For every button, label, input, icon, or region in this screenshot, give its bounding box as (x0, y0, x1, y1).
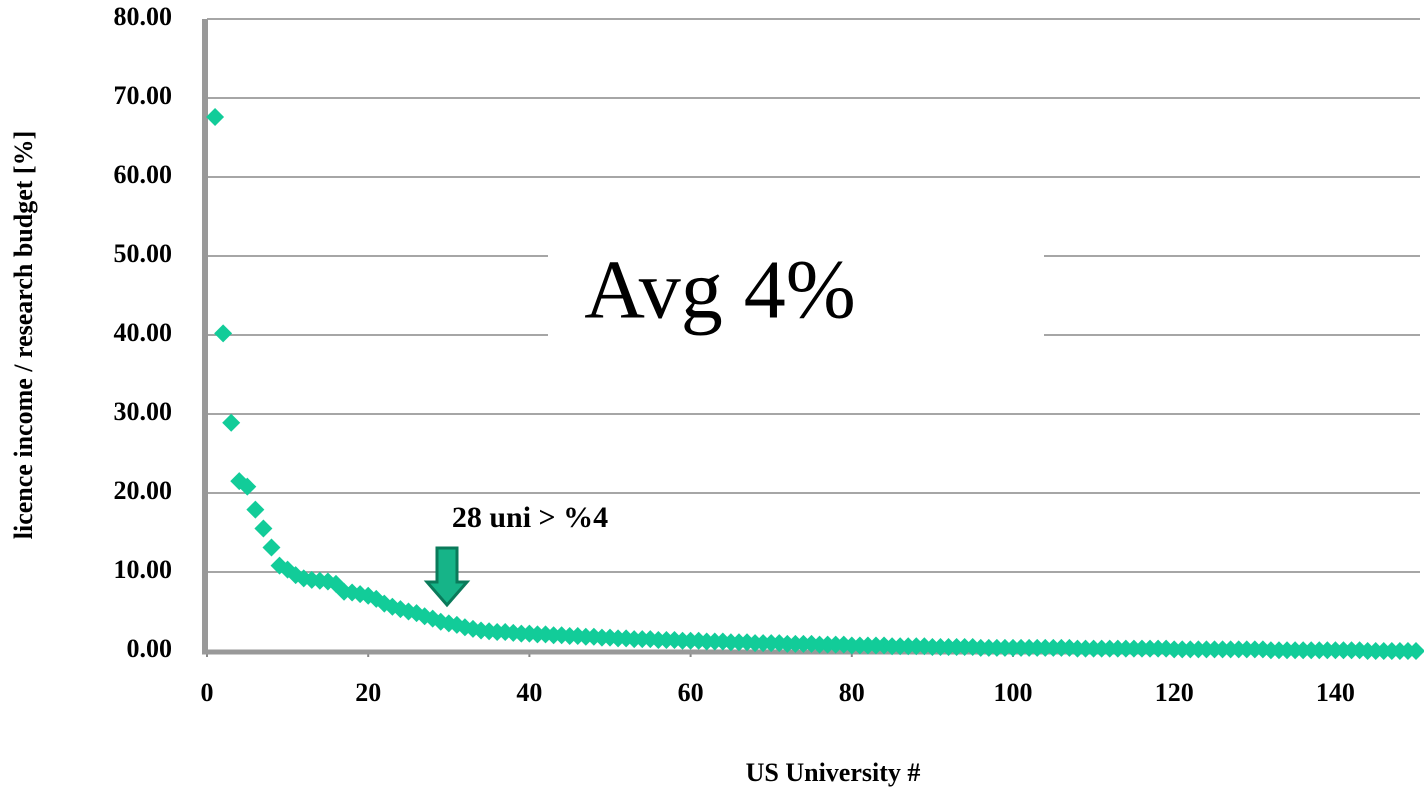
data-point (262, 538, 281, 557)
x-tick-label: 140 (1316, 678, 1355, 707)
x-tick-label: 60 (678, 678, 704, 707)
y-tick-label: 50.00 (114, 239, 173, 268)
x-axis-title: US University # (746, 758, 921, 787)
data-point (1407, 642, 1424, 660)
data-point (254, 519, 273, 538)
x-tick-label: 40 (516, 678, 542, 707)
x-tick-label: 0 (201, 678, 214, 707)
x-tick-label: 20 (355, 678, 381, 707)
y-tick-label: 60.00 (114, 160, 173, 189)
y-tick-label: 10.00 (114, 555, 173, 584)
average-annotation: Avg 4% (584, 243, 855, 336)
y-tick-label: 40.00 (114, 318, 173, 347)
data-point (238, 477, 257, 496)
y-tick-label: 0.00 (127, 634, 173, 663)
count-annotation: 28 uni > %4 (452, 501, 608, 534)
annotation-box (548, 240, 1044, 350)
data-point (206, 107, 225, 126)
data-point (246, 500, 265, 519)
y-axis-title: licence income / research budget [%] (9, 131, 38, 539)
x-tick-label: 120 (1155, 678, 1194, 707)
annotation-arrow (423, 546, 471, 608)
y-tick-label: 30.00 (114, 397, 173, 426)
y-tick-label: 80.00 (114, 2, 173, 31)
y-tick-label: 20.00 (114, 476, 173, 505)
data-point (214, 324, 233, 343)
data-point (222, 413, 241, 432)
y-tick-label: 70.00 (114, 81, 173, 110)
x-tick-label: 80 (839, 678, 865, 707)
x-tick-label: 100 (994, 678, 1033, 707)
